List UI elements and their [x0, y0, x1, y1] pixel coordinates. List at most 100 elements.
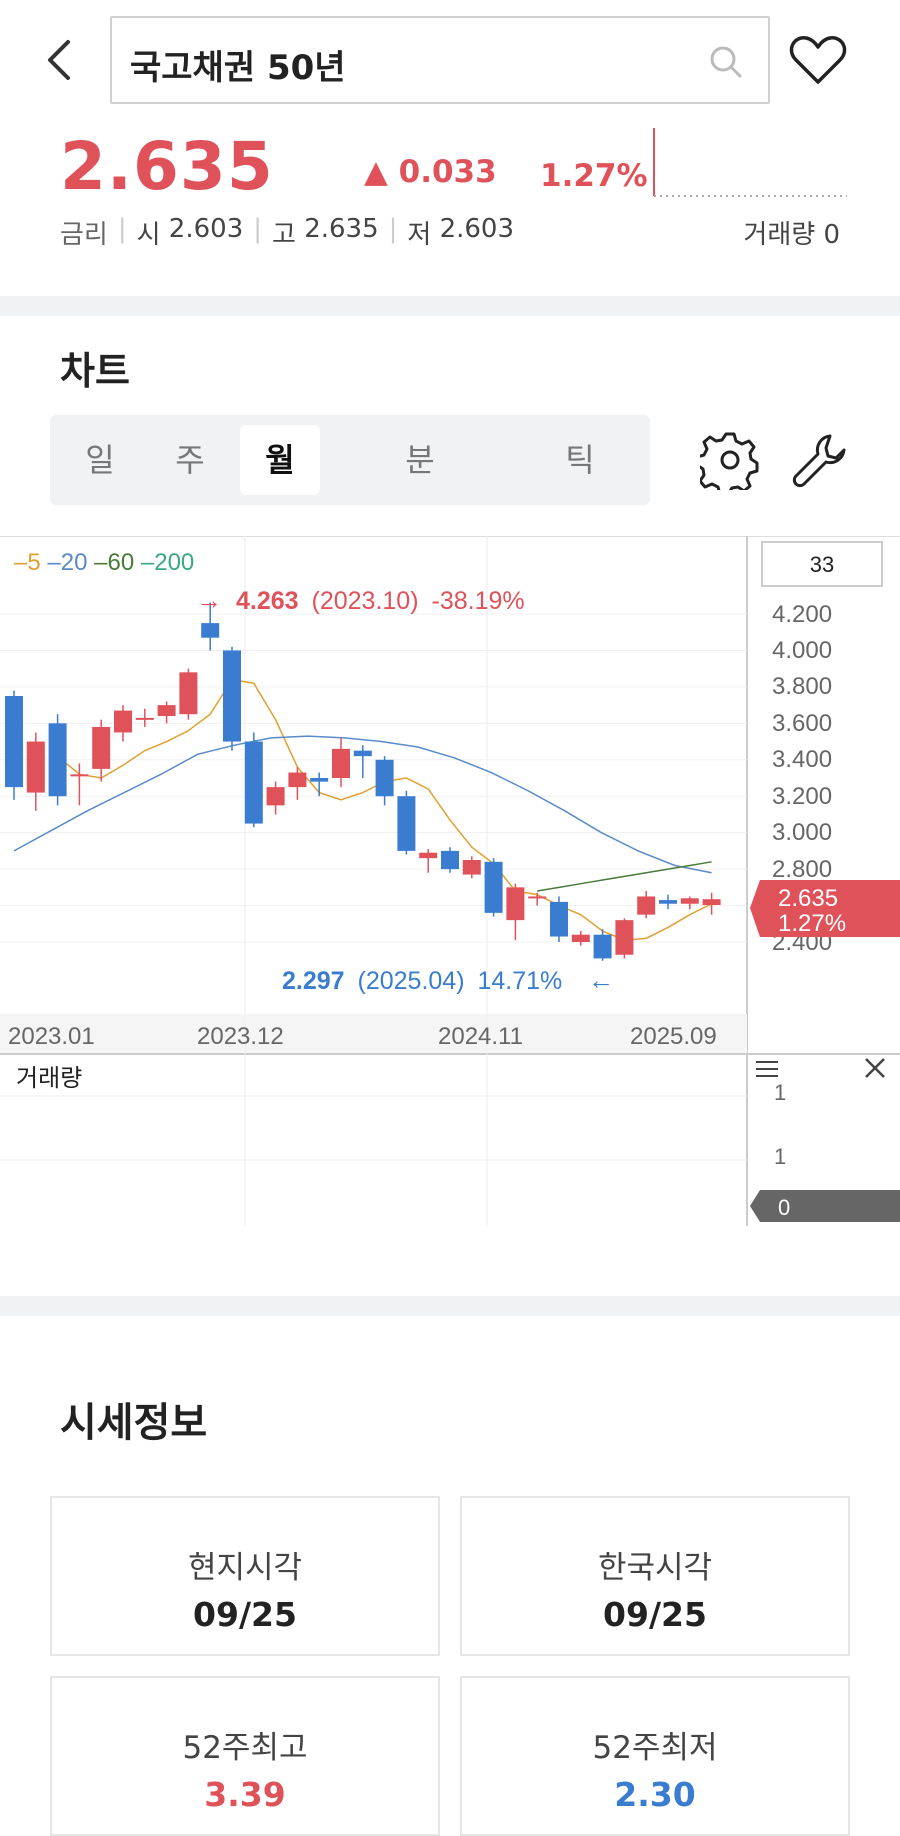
candle-body[interactable] [462, 860, 481, 875]
volume-label: 거래량 [743, 220, 816, 250]
candle-body[interactable] [310, 778, 329, 782]
divider: | [253, 214, 262, 244]
low-label: 저 [407, 220, 432, 250]
current-price-marker [750, 880, 900, 937]
legend-ma200[interactable]: ‒ [141, 549, 155, 576]
legend-ma20[interactable]: ‒ [47, 549, 61, 576]
candle-body[interactable] [266, 787, 285, 806]
price-change: ▲ 0.033 [364, 154, 497, 190]
candlestick-chart[interactable]: ‒5 ‒20 ‒60 ‒200 33 4.200 4.000 3.800 3.6… [0, 535, 900, 1226]
tab-day[interactable]: 일 [85, 441, 115, 479]
candle-body[interactable] [659, 900, 677, 904]
candle-body[interactable] [375, 759, 394, 797]
y-tick: 4.000 [772, 637, 832, 664]
y-tick: 3.600 [772, 710, 832, 737]
volume-close-icon[interactable] [865, 1058, 885, 1078]
y-tick: 3.200 [772, 783, 832, 810]
back-arrow-icon[interactable] [40, 30, 80, 90]
candle-body[interactable] [135, 717, 154, 720]
svg-text:2.297 (2025.04) 14: 2.297 (2025.04) 14.71% [282, 967, 562, 995]
tab-month[interactable]: 월 [240, 425, 320, 495]
x-tick: 2023.12 [197, 1023, 284, 1050]
ma60-line [537, 861, 712, 892]
instrument-title: 국고채권 50년 [130, 48, 346, 88]
chart-svg[interactable]: ‒5 ‒20 ‒60 ‒200 33 4.200 4.000 3.800 3.6… [0, 535, 900, 1226]
candle-body[interactable] [223, 650, 241, 742]
volume-menu-icon[interactable] [756, 1061, 778, 1077]
candle-body[interactable] [593, 934, 612, 959]
candle-body[interactable] [484, 861, 503, 913]
info-card-52w-high: 52주최고 3.39 [50, 1676, 440, 1836]
section-divider [0, 296, 900, 316]
favorite-heart-icon[interactable] [788, 32, 848, 88]
rate-label: 금리 [60, 220, 108, 250]
card-label: 한국시각 [597, 1550, 713, 1586]
candle-body[interactable] [419, 852, 438, 859]
y-tick: 3.400 [772, 746, 832, 773]
volume-current-marker [750, 1190, 900, 1222]
candle-body[interactable] [506, 887, 525, 921]
candle-body[interactable] [288, 772, 307, 788]
candle-body[interactable] [550, 901, 568, 937]
legend-ma60[interactable]: ‒ [94, 549, 108, 576]
search-box[interactable]: 국고채권 50년 [110, 16, 770, 104]
candle-body[interactable] [680, 898, 699, 904]
candle-body[interactable] [48, 723, 67, 797]
svg-text:4.263 (2023.10) -3: 4.263 (2023.10) -38.19% [236, 587, 525, 615]
wrench-tool-icon[interactable] [790, 430, 850, 490]
current-price-label: 2.635 [778, 885, 838, 912]
volume-summary: 거래량 0 [743, 214, 840, 251]
search-icon[interactable] [708, 44, 744, 80]
candle-body[interactable] [571, 934, 590, 942]
info-card-korea-time: 한국시각 09/25 [460, 1496, 850, 1656]
candle-body[interactable] [702, 899, 721, 906]
max-arrow-icon: → [196, 585, 222, 615]
candle-body[interactable] [397, 796, 416, 851]
card-label: 52주최고 [182, 1730, 308, 1766]
candle-body[interactable] [26, 741, 45, 793]
current-price: 2.635 [60, 128, 274, 205]
svg-text:‒5 ‒20 ‒60 ‒: ‒5 ‒20 ‒60 ‒200 [14, 549, 194, 576]
legend-ma5[interactable]: ‒ [14, 549, 28, 576]
ma5-line [57, 678, 712, 941]
current-pct-label: 1.27% [778, 910, 846, 937]
card-value: 09/25 [603, 1595, 707, 1634]
max-value: 4.263 [236, 587, 299, 615]
card-value: 2.30 [614, 1775, 696, 1814]
top-bar: 국고채권 50년 [0, 0, 900, 118]
candle-body[interactable] [5, 696, 23, 788]
legend-ma5-label: 5 [27, 549, 40, 576]
volume-current-label: 0 [778, 1195, 790, 1220]
y-tick: 2.800 [772, 856, 832, 883]
divider: | [117, 214, 127, 244]
volume-tick: 1 [774, 1080, 786, 1105]
settings-gear-icon[interactable] [700, 430, 760, 490]
tab-tick[interactable]: 틱 [565, 441, 595, 479]
legend-ma200-label: 200 [154, 549, 194, 576]
candle-body[interactable] [353, 750, 372, 757]
candle-body[interactable] [528, 896, 547, 899]
divider: | [388, 214, 398, 244]
tab-week[interactable]: 주 [175, 441, 205, 479]
legend-ma60-label: 60 [107, 549, 134, 576]
candle-body[interactable] [615, 920, 634, 955]
ohl-row: 금리 | 시 2.603 | 고 2.635 | 저 2.603 [60, 214, 514, 251]
min-arrow-icon: ← [588, 965, 614, 995]
candle-body[interactable] [637, 896, 656, 915]
candle-body[interactable] [179, 672, 198, 715]
min-value: 2.297 [282, 967, 345, 995]
candle-body[interactable] [92, 726, 111, 769]
candle-body[interactable] [70, 774, 89, 777]
candle-body[interactable] [441, 850, 459, 870]
candle-body[interactable] [157, 705, 176, 717]
min-period: (2025.04) [358, 967, 465, 995]
volume-tick: 1 [774, 1144, 786, 1169]
candle-body[interactable] [332, 748, 350, 778]
open-value: 2.603 [168, 214, 244, 244]
candle-body[interactable] [244, 741, 263, 824]
x-tick: 2025.09 [630, 1023, 717, 1050]
candle-body[interactable] [114, 710, 132, 733]
candle-body[interactable] [201, 623, 220, 638]
tab-minute[interactable]: 분 [405, 441, 435, 479]
candle-count-box[interactable] [761, 541, 883, 587]
